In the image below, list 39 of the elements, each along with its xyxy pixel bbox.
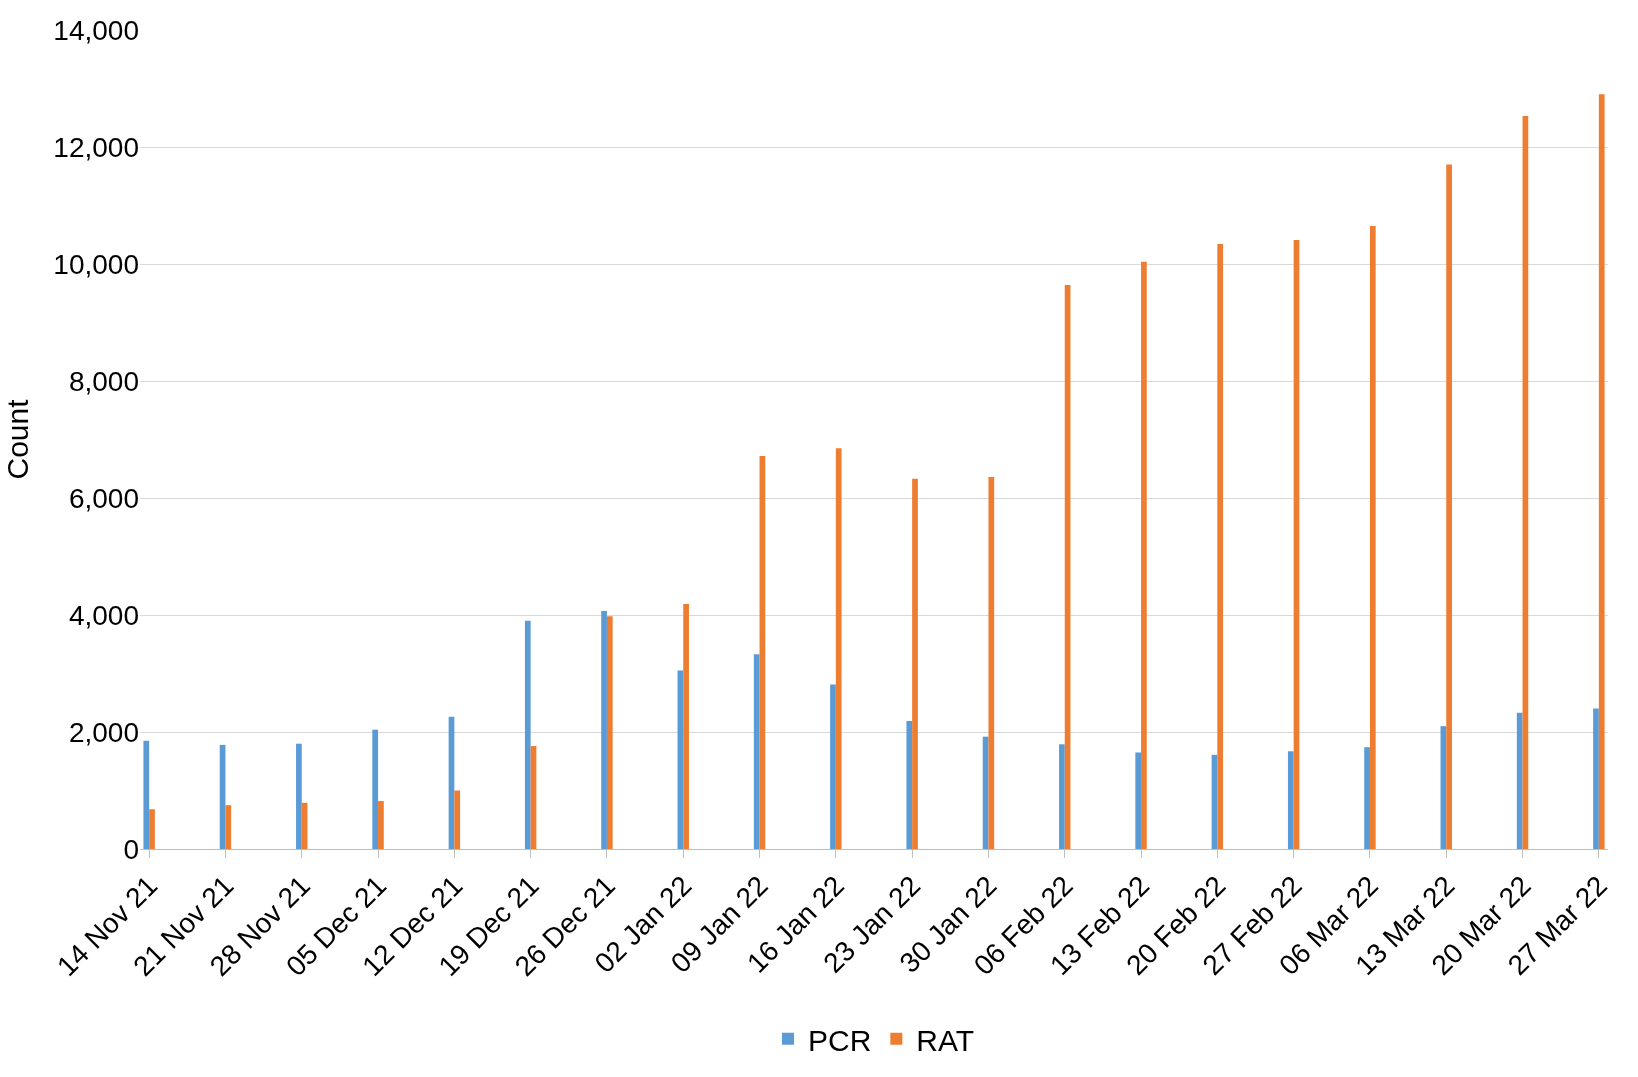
bar: [296, 743, 302, 849]
bar: [1364, 747, 1370, 849]
bar: [225, 805, 232, 849]
bar: [988, 476, 995, 849]
bar: [835, 448, 842, 849]
y-tick-label: 10,000: [53, 248, 139, 280]
bar: [149, 809, 155, 849]
legend-label: RAT: [916, 1023, 975, 1057]
bar: [1135, 752, 1142, 849]
bar: [1369, 225, 1376, 849]
bar: [912, 478, 918, 849]
y-tick-label: 8,000: [68, 365, 139, 397]
bar: [524, 620, 531, 849]
y-tick-label: 14,000: [53, 14, 139, 46]
bar: [683, 603, 689, 849]
y-tick-label: 12,000: [53, 131, 139, 163]
bar: [1059, 744, 1065, 849]
bar: [606, 616, 613, 849]
bar: [1598, 94, 1605, 849]
bar: [378, 801, 384, 849]
y-tick-label: 2,000: [68, 716, 139, 748]
bar: [1446, 164, 1452, 849]
bar: [143, 740, 150, 849]
y-tick-label: 6,000: [68, 482, 139, 514]
bar: [1593, 708, 1599, 849]
bar: [601, 610, 607, 849]
bar: [753, 654, 760, 849]
bar: [1141, 261, 1147, 849]
y-tick-label: 4,000: [68, 599, 139, 631]
bar: [454, 790, 461, 849]
y-axis-title: Count: [1, 398, 35, 480]
bar: [1287, 751, 1294, 849]
bar: [1516, 712, 1523, 849]
bar: [906, 720, 913, 849]
bar: [372, 729, 379, 849]
bar: [1217, 244, 1224, 849]
bar: [830, 684, 836, 849]
y-tick-label: 0: [123, 833, 139, 865]
legend-label: PCR: [808, 1023, 872, 1057]
